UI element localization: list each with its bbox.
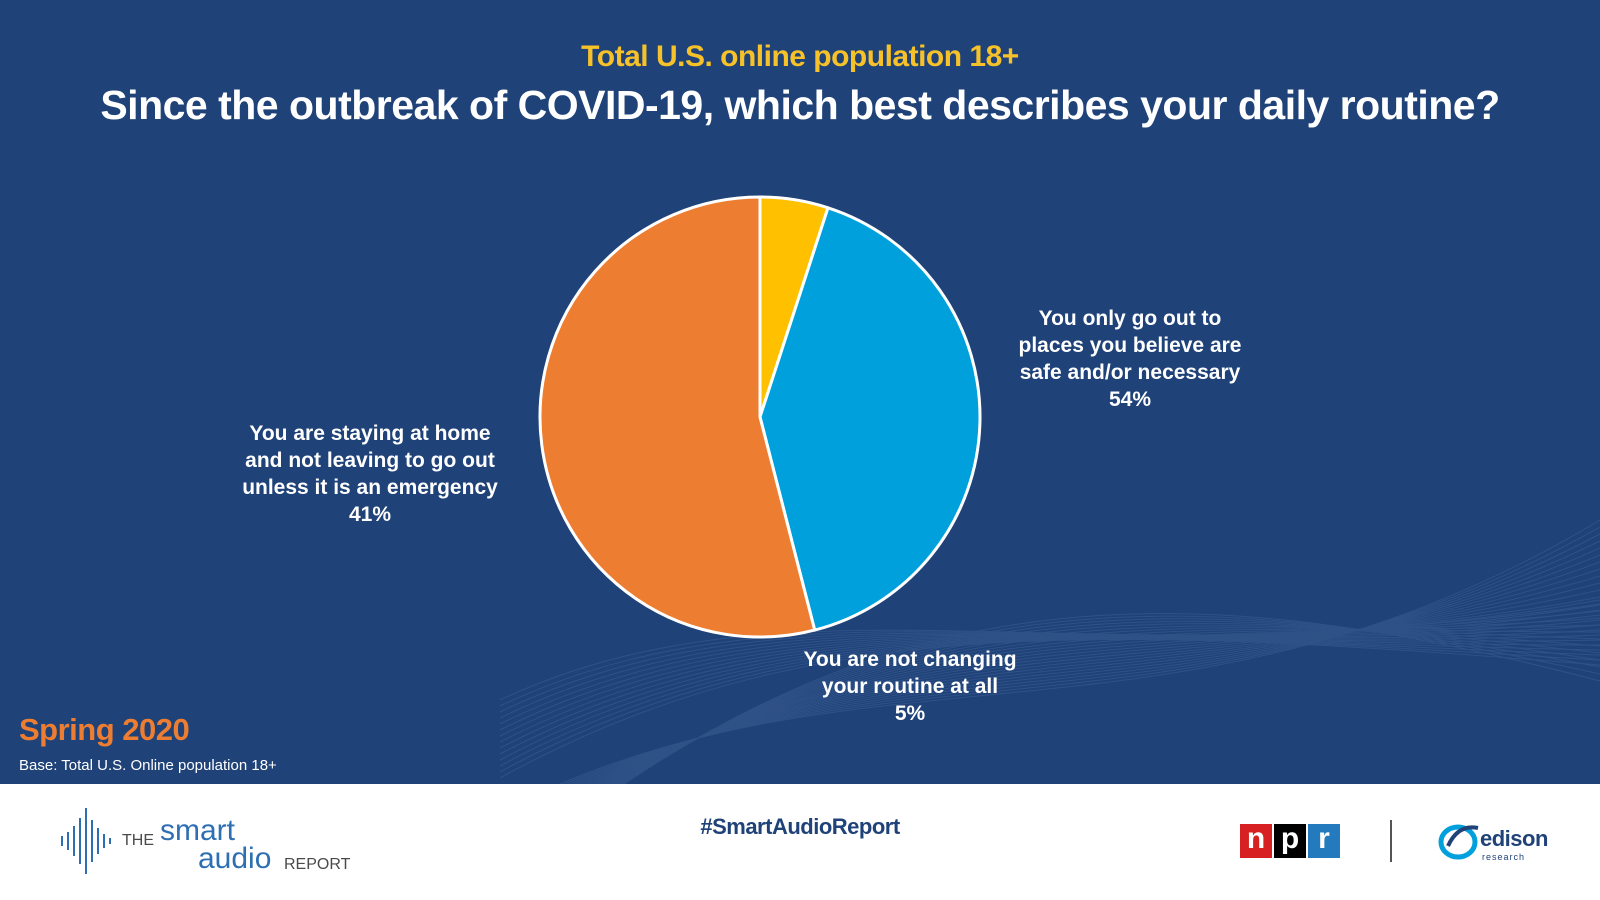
logo-divider <box>1390 820 1392 862</box>
npr-letter-r: r <box>1308 824 1340 858</box>
logo-text-smart: smart <box>160 814 235 847</box>
pie-slice-staying-home <box>758 206 982 632</box>
npr-logo: n p r <box>1240 824 1340 858</box>
label-line: places you believe are <box>1018 334 1242 357</box>
label-line: and not leaving to go out <box>245 449 495 472</box>
edison-wordmark: edison <box>1480 826 1548 851</box>
slice-value-label: 54% <box>1108 388 1152 411</box>
decorative-waves <box>499 519 1600 784</box>
label-line: your routine at all <box>821 675 999 698</box>
label-line: safe and/or necessary <box>1019 361 1241 384</box>
slice-label-staying-home: You are staying at home and not leaving … <box>210 420 530 528</box>
chart-panel: Total U.S. online population 18+ Since t… <box>0 0 1600 784</box>
slice-label-only-safe-places: You only go out to places you believe ar… <box>980 305 1280 413</box>
chart-title: Since the outbreak of COVID-19, which be… <box>100 82 1500 128</box>
label-line: You only go out to <box>1038 307 1222 330</box>
slice-label-not-changing: You are not changing your routine at all… <box>770 646 1050 727</box>
base-note: Base: Total U.S. Online population 18+ <box>19 757 277 774</box>
edison-swirl-icon <box>1438 824 1479 860</box>
logo-text-the: THE <box>122 832 154 849</box>
label-line: You are not changing <box>803 648 1017 671</box>
smart-audio-report-logo: THE smart audio REPORT <box>58 806 378 876</box>
logo-text-audio: audio <box>198 842 272 875</box>
label-line: You are staying at home <box>249 422 491 445</box>
npr-letter-p: p <box>1274 824 1306 858</box>
logo-text-report: REPORT <box>284 856 351 873</box>
edison-subtext: research <box>1482 852 1526 862</box>
hashtag: #SmartAudioReport <box>700 814 900 839</box>
npr-letter-n: n <box>1240 824 1272 858</box>
slice-value-label: 41% <box>348 503 392 526</box>
soundwave-icon <box>61 808 111 874</box>
footer-bar: THE smart audio REPORT #SmartAudioReport… <box>0 784 1600 900</box>
season-label: Spring 2020 <box>19 712 190 747</box>
slice-value-label: 5% <box>894 702 926 725</box>
chart-subtitle: Total U.S. online population 18+ <box>581 40 1019 73</box>
edison-research-logo: edison research <box>1436 818 1556 868</box>
label-line: unless it is an emergency <box>242 476 498 499</box>
pie-chart <box>538 195 982 639</box>
pie-slice-only-safe-places <box>538 195 817 639</box>
